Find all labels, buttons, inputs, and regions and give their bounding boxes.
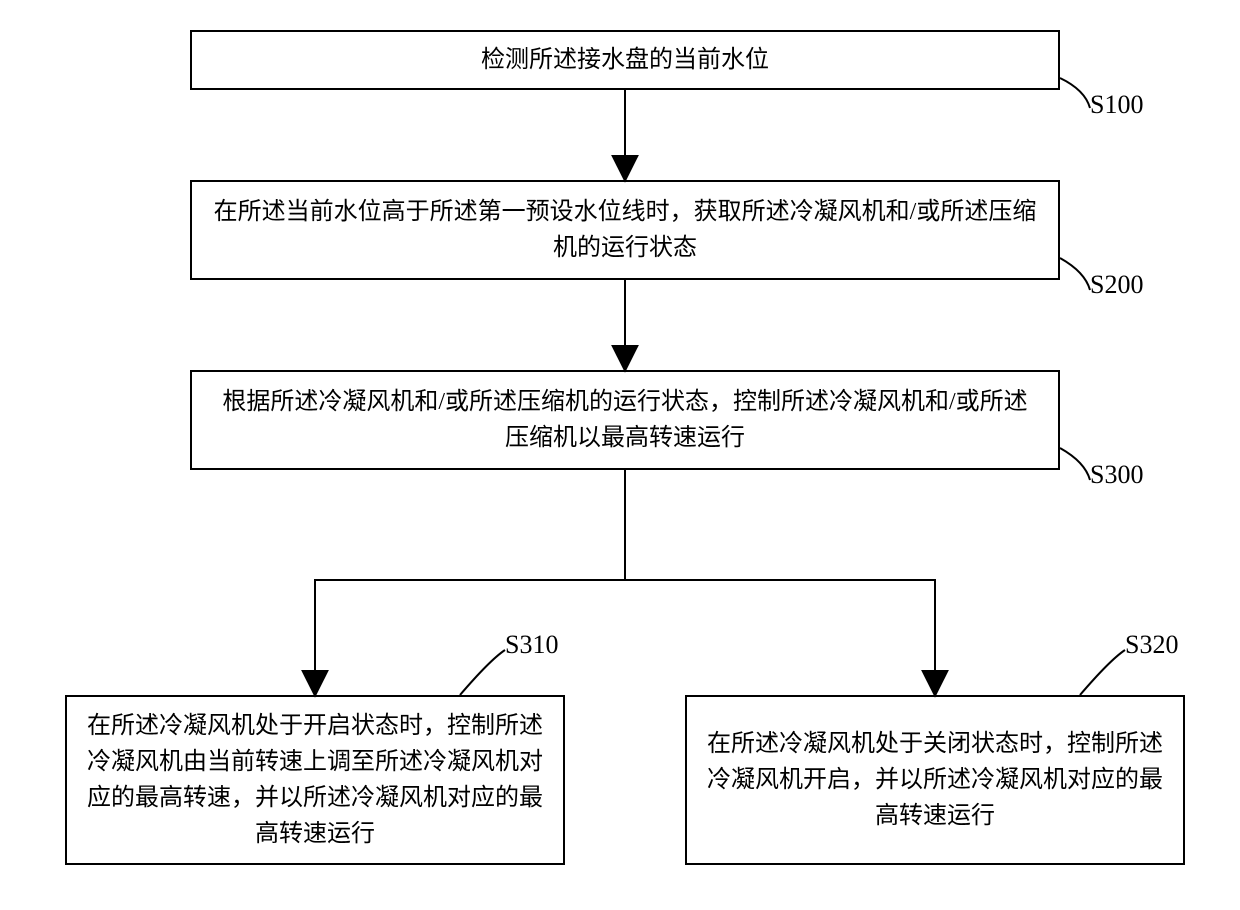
- step-label-s200: S200: [1090, 270, 1143, 300]
- flow-node-s200: 在所述当前水位高于所述第一预设水位线时，获取所述冷凝风机和/或所述压缩机的运行状…: [190, 180, 1060, 280]
- edge-e4: [625, 470, 935, 695]
- flow-node-s320: 在所述冷凝风机处于关闭状态时，控制所述冷凝风机开启，并以所述冷凝风机对应的最高转…: [685, 695, 1185, 865]
- flow-node-text: 检测所述接水盘的当前水位: [481, 42, 769, 78]
- flow-node-text: 在所述冷凝风机处于开启状态时，控制所述冷凝风机由当前转速上调至所述冷凝风机对应的…: [87, 708, 543, 852]
- step-label-s300: S300: [1090, 460, 1143, 490]
- flow-node-s300: 根据所述冷凝风机和/或所述压缩机的运行状态，控制所述冷凝风机和/或所述压缩机以最…: [190, 370, 1060, 470]
- step-label-s100: S100: [1090, 90, 1143, 120]
- flow-node-text: 在所述当前水位高于所述第一预设水位线时，获取所述冷凝风机和/或所述压缩机的运行状…: [212, 194, 1038, 266]
- step-label-s320: S320: [1125, 630, 1178, 660]
- flow-node-text: 在所述冷凝风机处于关闭状态时，控制所述冷凝风机开启，并以所述冷凝风机对应的最高转…: [707, 726, 1163, 834]
- step-label-s310: S310: [505, 630, 558, 660]
- edge-e3: [315, 470, 625, 695]
- flow-node-s100: 检测所述接水盘的当前水位: [190, 30, 1060, 90]
- flow-node-text: 根据所述冷凝风机和/或所述压缩机的运行状态，控制所述冷凝风机和/或所述压缩机以最…: [212, 384, 1038, 456]
- flow-node-s310: 在所述冷凝风机处于开启状态时，控制所述冷凝风机由当前转速上调至所述冷凝风机对应的…: [65, 695, 565, 865]
